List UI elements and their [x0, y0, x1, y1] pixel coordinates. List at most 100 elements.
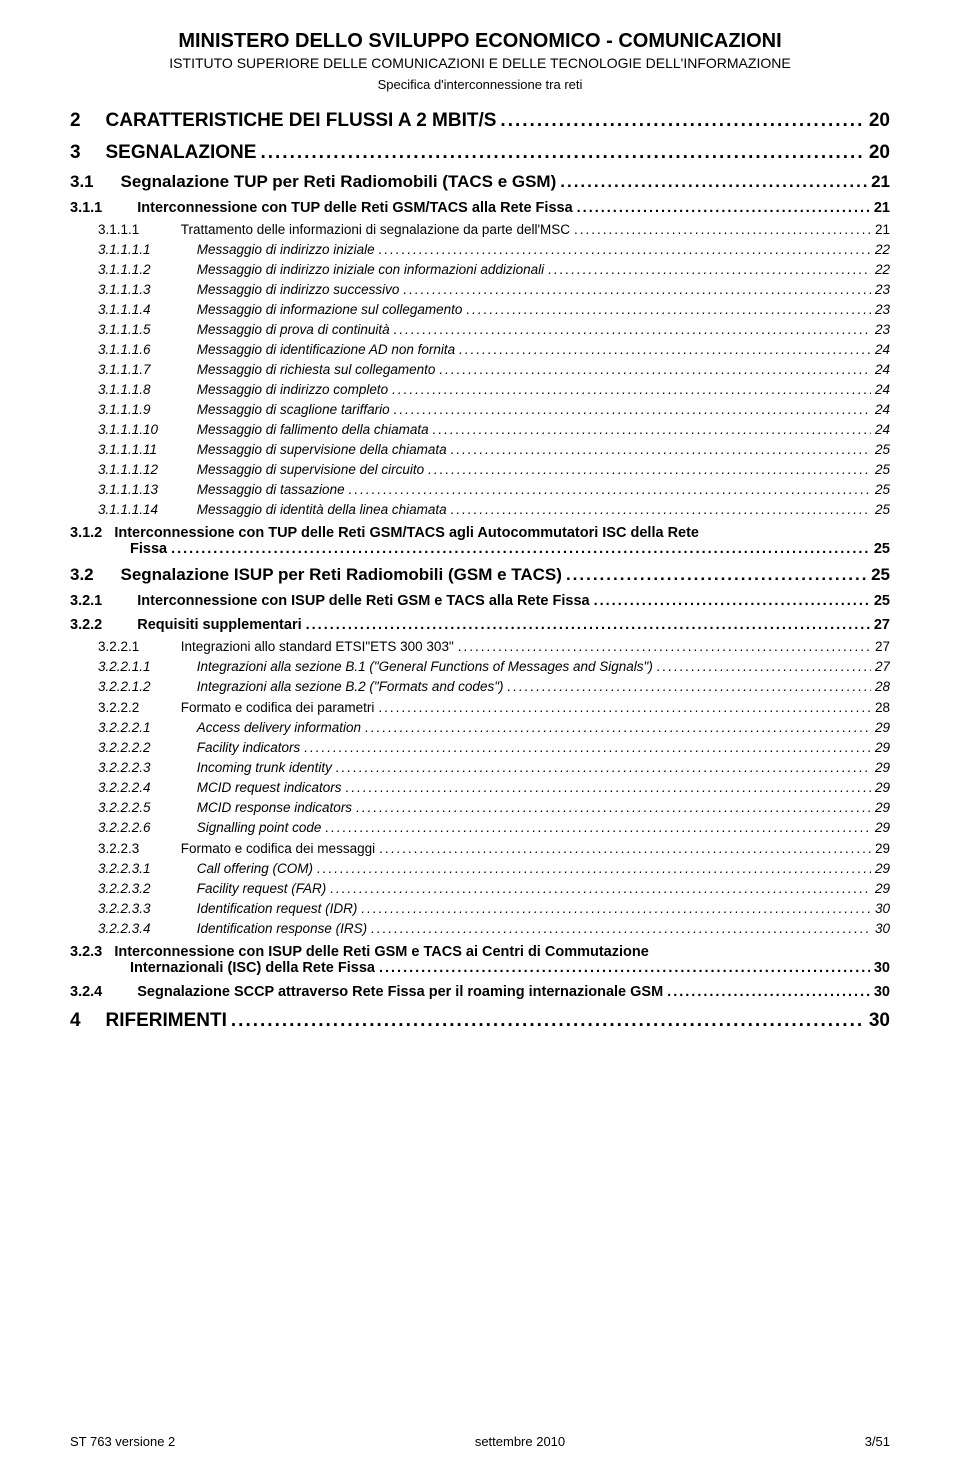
toc-leader — [508, 679, 871, 694]
toc-page: 23 — [875, 302, 890, 317]
toc-entry: 3.2.2.2.4MCID request indicators29 — [98, 780, 890, 795]
toc-page: 25 — [875, 502, 890, 517]
toc-number: 2 — [70, 110, 96, 132]
toc-title: Messaggio di indirizzo successivo — [197, 282, 400, 297]
toc-leader — [260, 142, 864, 164]
toc-page: 21 — [871, 172, 890, 192]
toc-number: 3.2.2.2.5 — [98, 800, 190, 815]
toc-title: Interconnessione con ISUP delle Reti GSM… — [137, 593, 589, 609]
toc-leader — [458, 639, 871, 654]
toc-entry: 3.1.1.1.2Messaggio di indirizzo iniziale… — [98, 262, 890, 277]
toc-entry-line2: Internazionali (ISC) della Rete Fissa30 — [130, 960, 890, 976]
toc-leader — [577, 200, 870, 216]
toc-entry: 3.1.1.1.1Messaggio di indirizzo iniziale… — [98, 242, 890, 257]
toc-leader — [566, 565, 867, 585]
toc-page: 22 — [875, 242, 890, 257]
toc-page: 21 — [874, 200, 890, 216]
toc-leader — [349, 482, 871, 497]
toc-leader — [371, 921, 871, 936]
toc-number: 3.2.1 — [70, 593, 130, 609]
toc-title: Access delivery information — [197, 720, 361, 735]
toc-page: 24 — [875, 402, 890, 417]
toc-entry: 4 RIFERIMENTI 30 — [70, 1010, 890, 1032]
toc-number: 3.2 — [70, 565, 112, 585]
toc-entry: 3.2.2.3.2Facility request (FAR)29 — [98, 881, 890, 896]
toc-title: Integrazioni allo standard ETSI"ETS 300 … — [181, 639, 454, 654]
toc-page: 20 — [869, 142, 890, 164]
toc-entry: 3.1.1.1.12Messaggio di supervisione del … — [98, 462, 890, 477]
toc-page: 24 — [875, 422, 890, 437]
toc-title: Messaggio di indirizzo iniziale — [197, 242, 375, 257]
toc-page: 28 — [875, 700, 890, 715]
toc-title: Integrazioni alla sezione B.2 ("Formats … — [197, 679, 504, 694]
toc-number: 4 — [70, 1010, 96, 1032]
toc-title: SEGNALAZIONE — [106, 142, 257, 164]
toc-entry: 3.1.1.1.9Messaggio di scaglione tariffar… — [98, 402, 890, 417]
toc-number: 3.2.2.3.2 — [98, 881, 190, 896]
toc-number: 3.1.1.1.5 — [98, 322, 190, 337]
toc-page: 29 — [875, 861, 890, 876]
toc-leader — [379, 841, 871, 856]
toc-entry: 3.1.1.1.5 Messaggio di prova di continuit… — [98, 322, 890, 337]
toc-page: 23 — [875, 282, 890, 297]
toc-entry: 3.1.1.1.10Messaggio di fallimento della … — [98, 422, 890, 437]
toc-number: 3.2.2.3 — [98, 841, 174, 856]
toc-number: 3.1.1.1.7 — [98, 362, 190, 377]
toc-number: 3.2.2.2.6 — [98, 820, 190, 835]
toc-title: RIFERIMENTI — [106, 1010, 227, 1032]
toc-leader — [451, 442, 871, 457]
toc-page: 30 — [874, 960, 890, 976]
toc-entry: 3.2.2.2.3Incoming trunk identity29 — [98, 760, 890, 775]
toc-page: 30 — [875, 901, 890, 916]
toc-page: 25 — [875, 482, 890, 497]
toc-title: Trattamento delle informazioni di segnal… — [181, 222, 570, 237]
toc-entry: 3.1.1.1.14Messaggio di identità della li… — [98, 502, 890, 517]
toc-page: 28 — [875, 679, 890, 694]
toc-page: 29 — [875, 841, 890, 856]
toc-number: 3.2.4 — [70, 984, 130, 1000]
toc-entry: 3.2.2.3Formato e codifica dei messaggi29 — [98, 841, 890, 856]
toc-title: Facility indicators — [197, 740, 301, 755]
toc-page: 21 — [875, 222, 890, 237]
toc-title: Messaggio di prova di continuità — [197, 322, 390, 337]
toc-page: 29 — [875, 760, 890, 775]
toc-entry: 3.2.2.2.5MCID response indicators29 — [98, 800, 890, 815]
toc-number: 3.1.1.1.14 — [98, 502, 190, 517]
toc-number: 3.1.1.1.6 — [98, 342, 190, 357]
toc-entry: 3.2.2Requisiti supplementari27 — [70, 617, 890, 633]
toc-title: Fissa — [130, 541, 167, 557]
toc-leader — [365, 720, 871, 735]
toc-entry: 3.2.2.2Formato e codifica dei parametri2… — [98, 700, 890, 715]
toc-number: 3.2.2.3.1 — [98, 861, 190, 876]
toc-leader — [657, 659, 871, 674]
toc-entry-line2: Fissa25 — [130, 541, 890, 557]
toc-leader — [379, 960, 870, 976]
toc-page: 27 — [875, 659, 890, 674]
toc-title: Messaggio di supervisione della chiamata — [197, 442, 447, 457]
toc-leader — [433, 422, 871, 437]
toc-entry: 3.1.1.1.7Messaggio di richiesta sul coll… — [98, 362, 890, 377]
toc-page: 25 — [875, 462, 890, 477]
toc-page: 29 — [875, 780, 890, 795]
toc-entry: 3.2.2.2.6Signalling point code29 — [98, 820, 890, 835]
toc-page: 23 — [875, 322, 890, 337]
toc-number: 3.1.1.1.8 — [98, 382, 190, 397]
header-subtitle: ISTITUTO SUPERIORE DELLE COMUNICAZIONI E… — [70, 55, 890, 71]
toc-title: CARATTERISTICHE DEI FLUSSI A 2 MBIT/S — [106, 110, 497, 132]
toc-leader — [336, 760, 871, 775]
toc-page: 30 — [869, 1010, 890, 1032]
toc-page: 30 — [875, 921, 890, 936]
toc-title: Call offering (COM) — [197, 861, 313, 876]
toc-page: 29 — [875, 820, 890, 835]
toc-entry: 3.2.3 Interconnessione con ISUP delle Re… — [70, 944, 890, 976]
toc-leader — [394, 402, 871, 417]
footer-left: ST 763 versione 2 — [70, 1434, 175, 1449]
toc-page: 29 — [875, 740, 890, 755]
toc-leader — [325, 820, 871, 835]
toc-entry: 3.2.2.2.1Access delivery information29 — [98, 720, 890, 735]
toc-number: 3.1.1 — [70, 200, 130, 216]
toc-leader — [379, 242, 871, 257]
toc-number: 3.1.1.1.3 — [98, 282, 190, 297]
toc-number: 3.2.2.1 — [98, 639, 174, 654]
toc-title: Messaggio di informazione sul collegamen… — [197, 302, 463, 317]
